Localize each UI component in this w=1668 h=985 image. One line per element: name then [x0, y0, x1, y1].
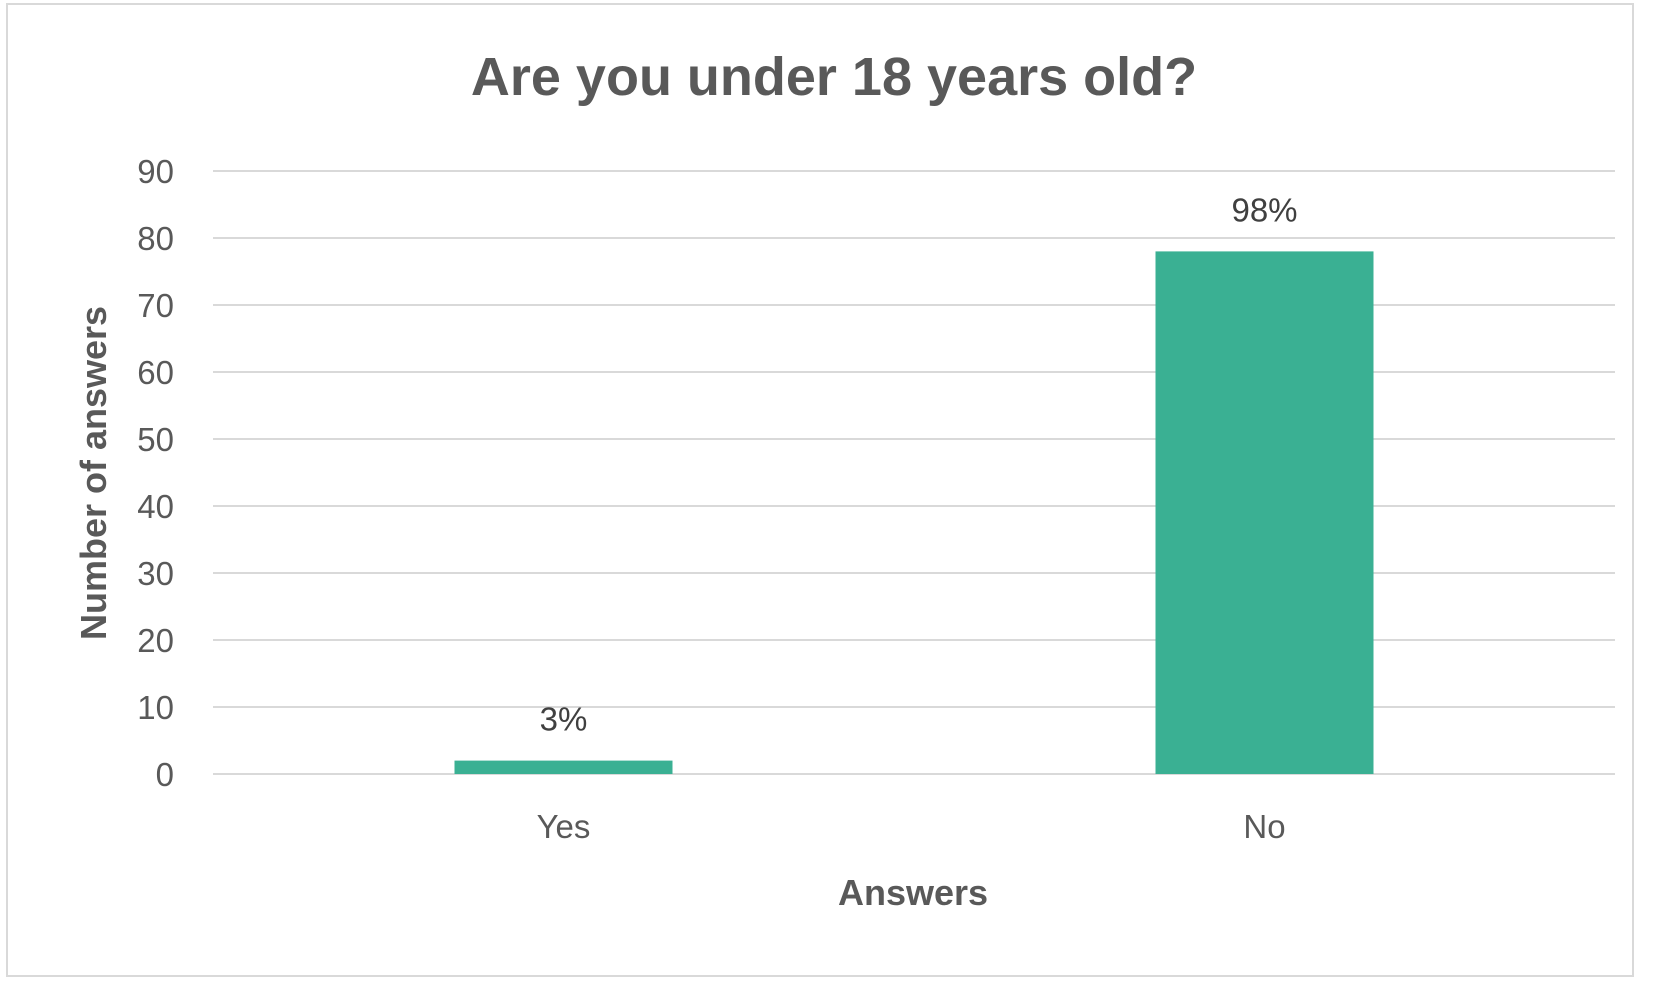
chart-title: Are you under 18 years old? [471, 47, 1197, 107]
x-axis-ticks: Yes No [537, 808, 1286, 845]
y-tick-label: 10 [137, 689, 174, 726]
y-tick-label: 30 [137, 555, 174, 592]
data-label-yes: 3% [540, 701, 588, 738]
y-tick-label: 70 [137, 287, 174, 324]
y-tick-label: 80 [137, 220, 174, 257]
x-tick-label-yes: Yes [537, 808, 591, 845]
y-tick-label: 40 [137, 488, 174, 525]
x-tick-label-no: No [1243, 808, 1285, 845]
bar-no [1155, 251, 1374, 774]
y-axis-title: Number of answers [73, 306, 114, 640]
bar-yes [454, 760, 673, 774]
y-tick-label: 20 [137, 622, 174, 659]
y-tick-label: 0 [156, 756, 174, 793]
bars [454, 251, 1374, 774]
y-axis-ticks: 0 10 20 30 40 50 60 70 80 90 [137, 153, 174, 793]
y-tick-label: 50 [137, 421, 174, 458]
data-labels: 3% 98% [540, 191, 1298, 737]
x-axis-title: Answers [838, 872, 988, 913]
data-label-no: 98% [1231, 191, 1297, 228]
y-tick-label: 60 [137, 354, 174, 391]
gridlines [213, 170, 1615, 775]
y-tick-label: 90 [137, 153, 174, 190]
